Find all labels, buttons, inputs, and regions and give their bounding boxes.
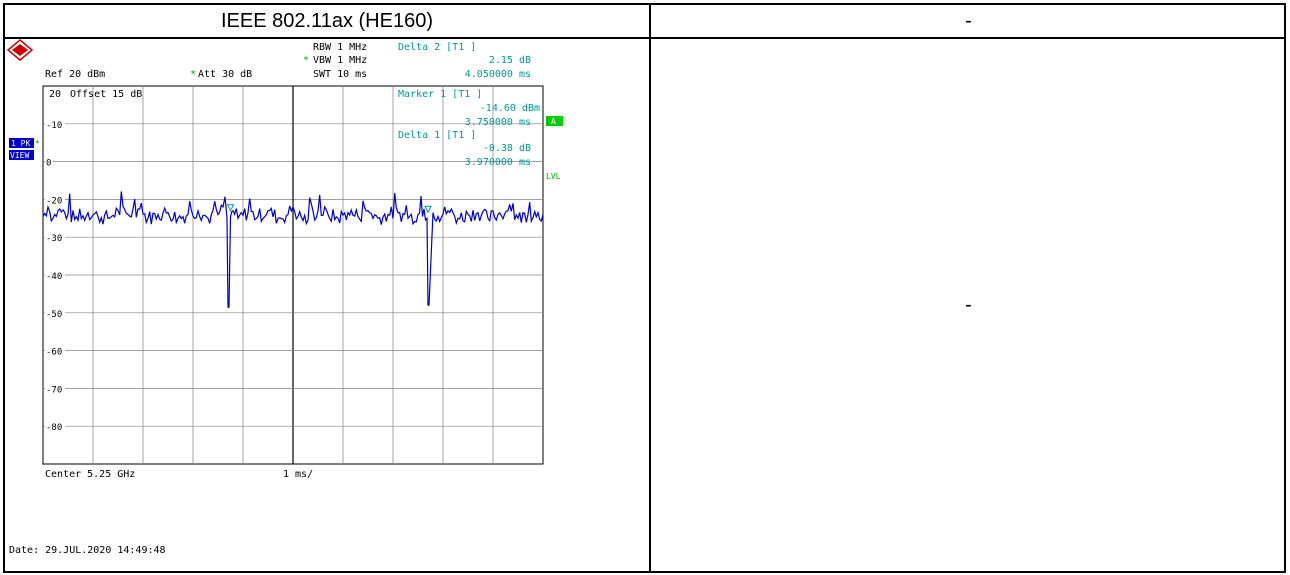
y-tick-labels: -10 0 -20 -30 -40 -50 -60 -70 -80 [45,118,65,433]
y-tick-label: -10 [46,121,62,131]
marker1-label: Marker 1 [T1 ] [398,89,482,100]
y-tick-label: -20 [46,196,62,206]
y-tick-bg [45,156,53,167]
trace-tag-1pk: 1 PK [11,139,30,148]
rohde-schwarz-logo [6,39,34,61]
y-tick-bg [45,194,65,205]
vbw-star: * [303,55,309,66]
y-tick-label: -80 [46,423,62,433]
trace-tag-view-bg [9,150,34,160]
y-tick-bg [45,383,65,394]
y-tick-bg [45,307,65,318]
marker-symbols [226,204,432,214]
header-right: - [965,10,972,32]
column-divider [649,5,651,571]
y-tick-bg [45,345,65,356]
result-table: IEEE 802.11ax (HE160) - - [3,3,1286,573]
trace-tag-star: * [35,139,40,148]
y-tick-label: 0 [46,159,51,169]
attenuation: Att 30 dB [198,69,252,80]
spectrum-analyzer-screenshot: Ref 20 dBm * Att 30 dB RBW 1 MHz * VBW 1… [6,39,563,556]
delta1-value: -0.38 dB [483,143,531,154]
y-tick-bg [45,232,65,243]
y-tick-label: -30 [46,234,62,244]
header-divider [5,37,1284,39]
center-frequency: Center 5.25 GHz [45,469,135,480]
y-tick-label: -60 [46,348,62,358]
y-tick-bg [45,421,65,432]
marker1-time: 3.750000 ms [465,117,531,128]
y-tick-label: -40 [46,272,62,282]
spectrum-trace [42,191,544,308]
offset-label: Offset 15 dB [70,89,142,100]
delta1-time: 3.970000 ms [465,157,531,168]
y-tick-bg [45,118,65,129]
marker1-value: -14.60 dBm [480,103,540,114]
delta2-label: Delta 2 [T1 ] [398,42,476,53]
marker-1-symbol [226,204,235,212]
rbw: RBW 1 MHz [313,42,367,53]
plot-grid [43,86,543,464]
tag-a: A [551,117,556,126]
y-top-label: 20 [49,89,61,100]
tag-a-bg [546,116,563,126]
att-star: * [190,69,196,80]
trace-tag-1pk-bg [9,138,34,148]
delta1-label: Delta 1 [T1 ] [398,130,476,141]
y-tick-label: -70 [46,385,62,395]
header-standard: IEEE 802.11ax (HE160) [221,10,433,32]
right-cell-value: - [965,293,972,316]
y-tick-bg [45,270,65,280]
sweep-time: SWT 10 ms [313,69,367,80]
y-tick-label: -50 [46,310,62,320]
delta2-time: 4.050000 ms [465,69,531,80]
time-division: 1 ms/ [283,469,313,480]
marker-2-symbol [424,205,432,214]
capture-date: Date: 29.JUL.2020 14:49:48 [9,545,166,556]
vbw: VBW 1 MHz [313,55,367,66]
ref-level: Ref 20 dBm [45,69,105,80]
delta2-value: 2.15 dB [489,55,531,66]
trace-tag-view: VIEW [10,151,29,160]
tag-lvl: LVL [546,172,561,181]
